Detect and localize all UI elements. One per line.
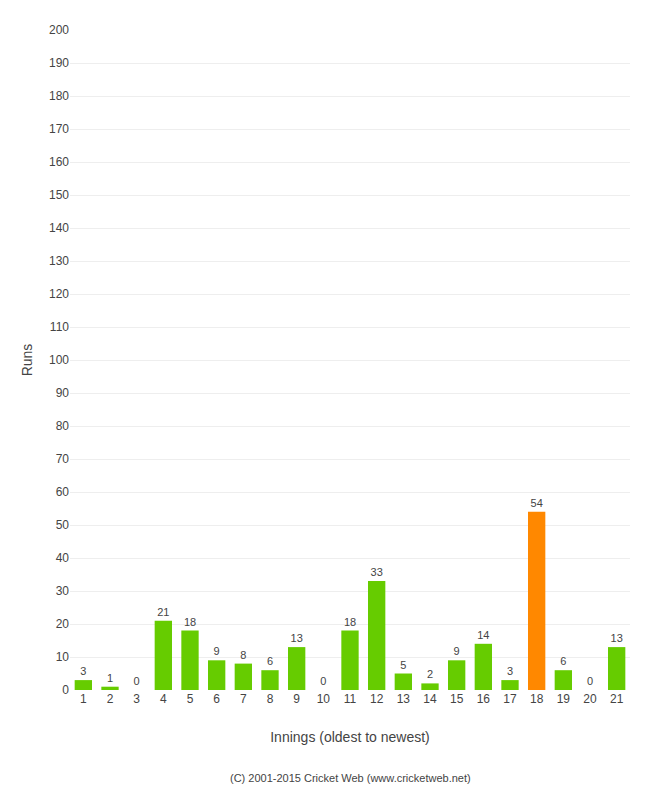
svg-text:(C) 2001-2015 Cricket Web (www: (C) 2001-2015 Cricket Web (www.cricketwe…: [230, 772, 471, 784]
svg-text:10: 10: [317, 692, 331, 706]
svg-text:18: 18: [184, 616, 196, 628]
svg-text:9: 9: [454, 645, 460, 657]
svg-text:9: 9: [293, 692, 300, 706]
svg-text:0: 0: [320, 675, 326, 687]
svg-text:18: 18: [530, 692, 544, 706]
svg-text:18: 18: [344, 616, 356, 628]
svg-text:6: 6: [267, 655, 273, 667]
svg-text:3: 3: [80, 665, 86, 677]
svg-text:17: 17: [503, 692, 517, 706]
svg-text:Innings (oldest to newest): Innings (oldest to newest): [270, 729, 430, 745]
svg-text:50: 50: [56, 518, 70, 532]
svg-text:100: 100: [49, 353, 69, 367]
svg-text:2: 2: [427, 668, 433, 680]
svg-text:130: 130: [49, 254, 69, 268]
svg-text:10: 10: [56, 650, 70, 664]
svg-text:6: 6: [560, 655, 566, 667]
svg-text:14: 14: [477, 629, 489, 641]
svg-text:0: 0: [134, 675, 140, 687]
svg-text:150: 150: [49, 188, 69, 202]
svg-text:13: 13: [611, 632, 623, 644]
svg-text:8: 8: [240, 649, 246, 661]
svg-text:3: 3: [507, 665, 513, 677]
svg-text:5: 5: [400, 659, 406, 671]
svg-text:11: 11: [344, 692, 357, 706]
svg-text:14: 14: [423, 692, 437, 706]
svg-text:15: 15: [450, 692, 464, 706]
svg-text:70: 70: [56, 452, 70, 466]
svg-text:80: 80: [56, 419, 70, 433]
svg-text:9: 9: [214, 645, 220, 657]
svg-text:110: 110: [50, 320, 69, 334]
svg-text:6: 6: [213, 692, 220, 706]
svg-text:13: 13: [397, 692, 411, 706]
svg-text:180: 180: [49, 89, 69, 103]
svg-text:33: 33: [371, 566, 383, 578]
svg-text:1: 1: [107, 672, 113, 684]
svg-text:16: 16: [477, 692, 491, 706]
svg-text:40: 40: [56, 551, 70, 565]
svg-text:60: 60: [56, 485, 70, 499]
svg-text:12: 12: [370, 692, 384, 706]
svg-text:5: 5: [187, 692, 194, 706]
svg-text:21: 21: [610, 692, 624, 706]
svg-text:200: 200: [49, 23, 69, 37]
svg-text:0: 0: [62, 683, 69, 697]
svg-text:20: 20: [56, 617, 70, 631]
svg-text:190: 190: [49, 56, 69, 70]
svg-text:3: 3: [133, 692, 140, 706]
svg-text:21: 21: [157, 606, 169, 618]
svg-text:1: 1: [80, 692, 87, 706]
svg-text:13: 13: [291, 632, 303, 644]
svg-text:7: 7: [240, 692, 247, 706]
svg-text:160: 160: [49, 155, 69, 169]
svg-text:19: 19: [557, 692, 571, 706]
svg-text:30: 30: [56, 584, 70, 598]
svg-text:8: 8: [267, 692, 274, 706]
svg-text:90: 90: [56, 386, 70, 400]
svg-text:20: 20: [583, 692, 597, 706]
svg-text:0: 0: [587, 675, 593, 687]
svg-text:4: 4: [160, 692, 167, 706]
svg-text:170: 170: [49, 122, 69, 136]
svg-text:140: 140: [49, 221, 69, 235]
svg-text:120: 120: [49, 287, 69, 301]
svg-text:Runs: Runs: [19, 344, 35, 377]
svg-text:54: 54: [531, 497, 543, 509]
svg-text:2: 2: [107, 692, 114, 706]
